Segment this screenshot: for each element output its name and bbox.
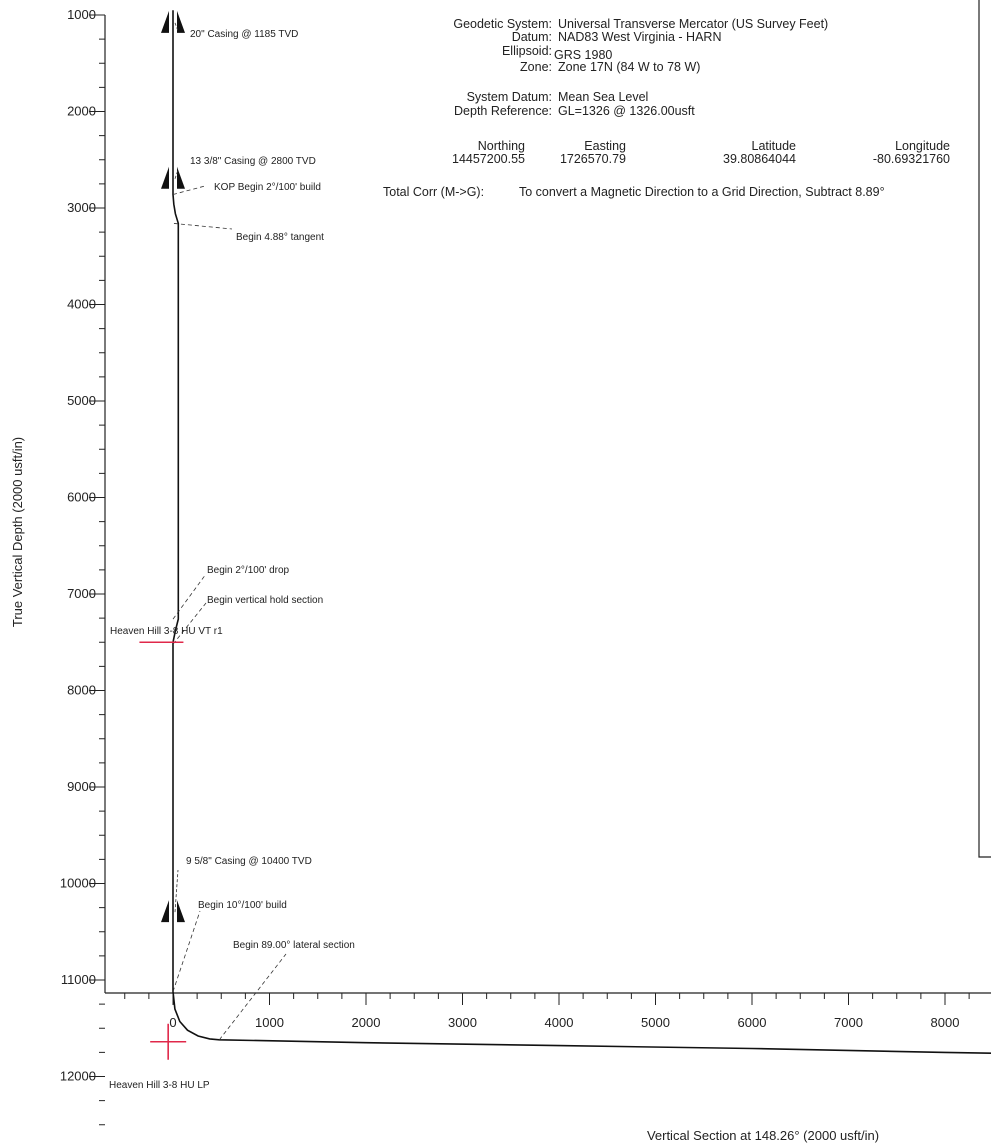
latitude-value: 39.80864044 (723, 152, 796, 166)
ellipsoid-label: Ellipsoid: (502, 44, 552, 58)
casing-label: 9 5/8" Casing @ 10400 TVD (186, 856, 312, 867)
y-tick-label: 8000 (67, 683, 96, 698)
datum-label: Datum: (512, 30, 552, 44)
casing-leader (174, 869, 179, 913)
target-label: Heaven Hill 3-8 HU VT r1 (110, 626, 223, 637)
zone-label: Zone: (520, 60, 552, 74)
depth-ref-value: GL=1326 @ 1326.00usft (558, 104, 695, 118)
total-corr-label: Total Corr (M->G): (383, 185, 484, 199)
annotation-label: Begin 4.88° tangent (236, 232, 324, 243)
x-tick-label: 2000 (352, 1015, 381, 1030)
casing-label: 20" Casing @ 1185 TVD (190, 29, 298, 40)
x-tick-label: 8000 (931, 1015, 960, 1030)
x-tick-label: 5000 (641, 1015, 670, 1030)
annotation-label: Begin 2°/100' drop (207, 565, 290, 576)
y-tick-label: 2000 (67, 104, 96, 119)
easting-value: 1726570.79 (560, 152, 626, 166)
target-marker: Heaven Hill 3-8 HU VT r1 (110, 626, 223, 644)
y-tick-label: 6000 (67, 490, 96, 505)
geodetic-label: Geodetic System: (453, 17, 552, 31)
y-tick-label: 9000 (67, 779, 96, 794)
x-tick-label: 7000 (834, 1015, 863, 1030)
x-tick-label: 6000 (738, 1015, 767, 1030)
casing-leader (174, 169, 179, 179)
annotation: KOP Begin 2°/100' build (172, 182, 321, 195)
header-block: Geodetic System: Universal Transverse Me… (383, 17, 950, 199)
x-tick-label: 4000 (545, 1015, 574, 1030)
depth-ref-label: Depth Reference: (454, 104, 552, 118)
y-tick-label: 3000 (67, 200, 96, 215)
casing-marker: 13 3/8" Casing @ 2800 TVD (161, 156, 316, 189)
casing-shoe-right (177, 900, 185, 923)
annotation-leader (172, 602, 207, 645)
annotation: Begin 2°/100' drop (172, 565, 290, 620)
y-tick-label: 4000 (67, 297, 96, 312)
y-tick-label: 10000 (60, 876, 96, 891)
zone-value: Zone 17N (84 W to 78 W) (558, 60, 700, 74)
geodetic-value: Universal Transverse Mercator (US Survey… (558, 17, 828, 31)
y-tick-label: 11000 (61, 972, 96, 987)
y-axis-title: True Vertical Depth (2000 usft/in) (10, 437, 25, 627)
plot-area: 20" Casing @ 1185 TVD 13 3/8" Casing @ 28… (109, 10, 991, 1091)
casing-shoe-left (161, 166, 169, 189)
casing-shoe-left (161, 900, 169, 923)
x-tick-label: 3000 (448, 1015, 477, 1030)
system-datum-label: System Datum: (467, 90, 552, 104)
annotation: Begin 10°/100' build (172, 900, 287, 992)
casing-leader (174, 22, 179, 32)
x-axis-title: Vertical Section at 148.26° (2000 usft/i… (647, 1128, 879, 1143)
y-tick-label: 1000 (67, 7, 96, 22)
annotation-label: Begin vertical hold section (207, 595, 323, 606)
y-tick-label: 7000 (67, 586, 96, 601)
casing-marker: 9 5/8" Casing @ 10400 TVD (161, 856, 312, 923)
casing-shoe-left (161, 10, 169, 33)
casing-shoe-right (177, 10, 185, 33)
casing-shoe-right (177, 166, 185, 189)
annotation-leader (172, 185, 206, 195)
easting-label: Easting (584, 139, 626, 153)
x-tick-label: 1000 (255, 1015, 284, 1030)
y-tick-label: 12000 (60, 1069, 96, 1084)
northing-label: Northing (478, 139, 525, 153)
well-path-line (172, 10, 991, 1054)
y-tick-label: 5000 (67, 393, 96, 408)
annotation-label: Begin 89.00° lateral section (233, 940, 355, 951)
annotation-leader (172, 910, 201, 992)
longitude-label: Longitude (895, 139, 950, 153)
annotation-leader (173, 223, 233, 230)
annotation: Begin 4.88° tangent (173, 223, 324, 243)
x-tick-label: 0 (169, 1015, 176, 1030)
annotation-leader (172, 573, 207, 620)
northing-value: 14457200.55 (452, 152, 525, 166)
latitude-label: Latitude (752, 139, 797, 153)
y-ticks: 1000 2000 3000 4000 5000 6000 7000 8000 9000 1000… (60, 7, 105, 1126)
system-datum-value: Mean Sea Level (558, 90, 648, 104)
annotation-label: Begin 10°/100' build (198, 900, 287, 911)
target-label: Heaven Hill 3-8 HU LP (109, 1080, 210, 1091)
casing-marker: 20" Casing @ 1185 TVD (161, 10, 298, 40)
annotation: Begin vertical hold section (172, 595, 323, 645)
annotation: Begin 89.00° lateral section (219, 940, 355, 1041)
legend-box-frame (978, 0, 991, 858)
datum-value: NAD83 West Virginia - HARN (558, 30, 721, 44)
total-corr-value: To convert a Magnetic Direction to a Gri… (519, 185, 885, 199)
target-marker: Heaven Hill 3-8 HU LP (109, 1023, 210, 1091)
longitude-value: -80.69321760 (873, 152, 950, 166)
casing-label: 13 3/8" Casing @ 2800 TVD (190, 156, 316, 167)
x-ticks: 0100020003000400050006000700080009 (124, 993, 970, 1030)
ellipsoid-value: GRS 1980 (554, 48, 612, 62)
annotation-label: KOP Begin 2°/100' build (214, 182, 321, 193)
